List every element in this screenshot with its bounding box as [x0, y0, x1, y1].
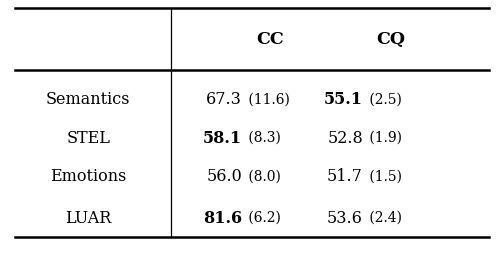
Text: 56.0: 56.0 — [206, 168, 242, 185]
Text: CQ: CQ — [376, 31, 405, 49]
Text: 58.1: 58.1 — [203, 130, 242, 147]
Text: (1.9): (1.9) — [365, 131, 402, 145]
Text: 53.6: 53.6 — [327, 209, 363, 227]
Text: (8.3): (8.3) — [244, 131, 281, 145]
Text: 52.8: 52.8 — [327, 130, 363, 147]
Text: 55.1: 55.1 — [324, 91, 363, 108]
Text: 67.3: 67.3 — [206, 91, 242, 108]
Text: (1.5): (1.5) — [365, 170, 402, 184]
Text: STEL: STEL — [66, 130, 110, 147]
Text: CC: CC — [256, 31, 284, 49]
Text: (11.6): (11.6) — [244, 92, 290, 106]
Text: (6.2): (6.2) — [244, 211, 281, 225]
Text: Semantics: Semantics — [46, 91, 131, 108]
Text: (2.5): (2.5) — [365, 92, 402, 106]
Text: LUAR: LUAR — [65, 209, 111, 227]
Text: Emotions: Emotions — [50, 168, 127, 185]
Text: (8.0): (8.0) — [244, 170, 281, 184]
Text: 51.7: 51.7 — [327, 168, 363, 185]
Text: (2.4): (2.4) — [365, 211, 402, 225]
Text: 81.6: 81.6 — [203, 209, 242, 227]
